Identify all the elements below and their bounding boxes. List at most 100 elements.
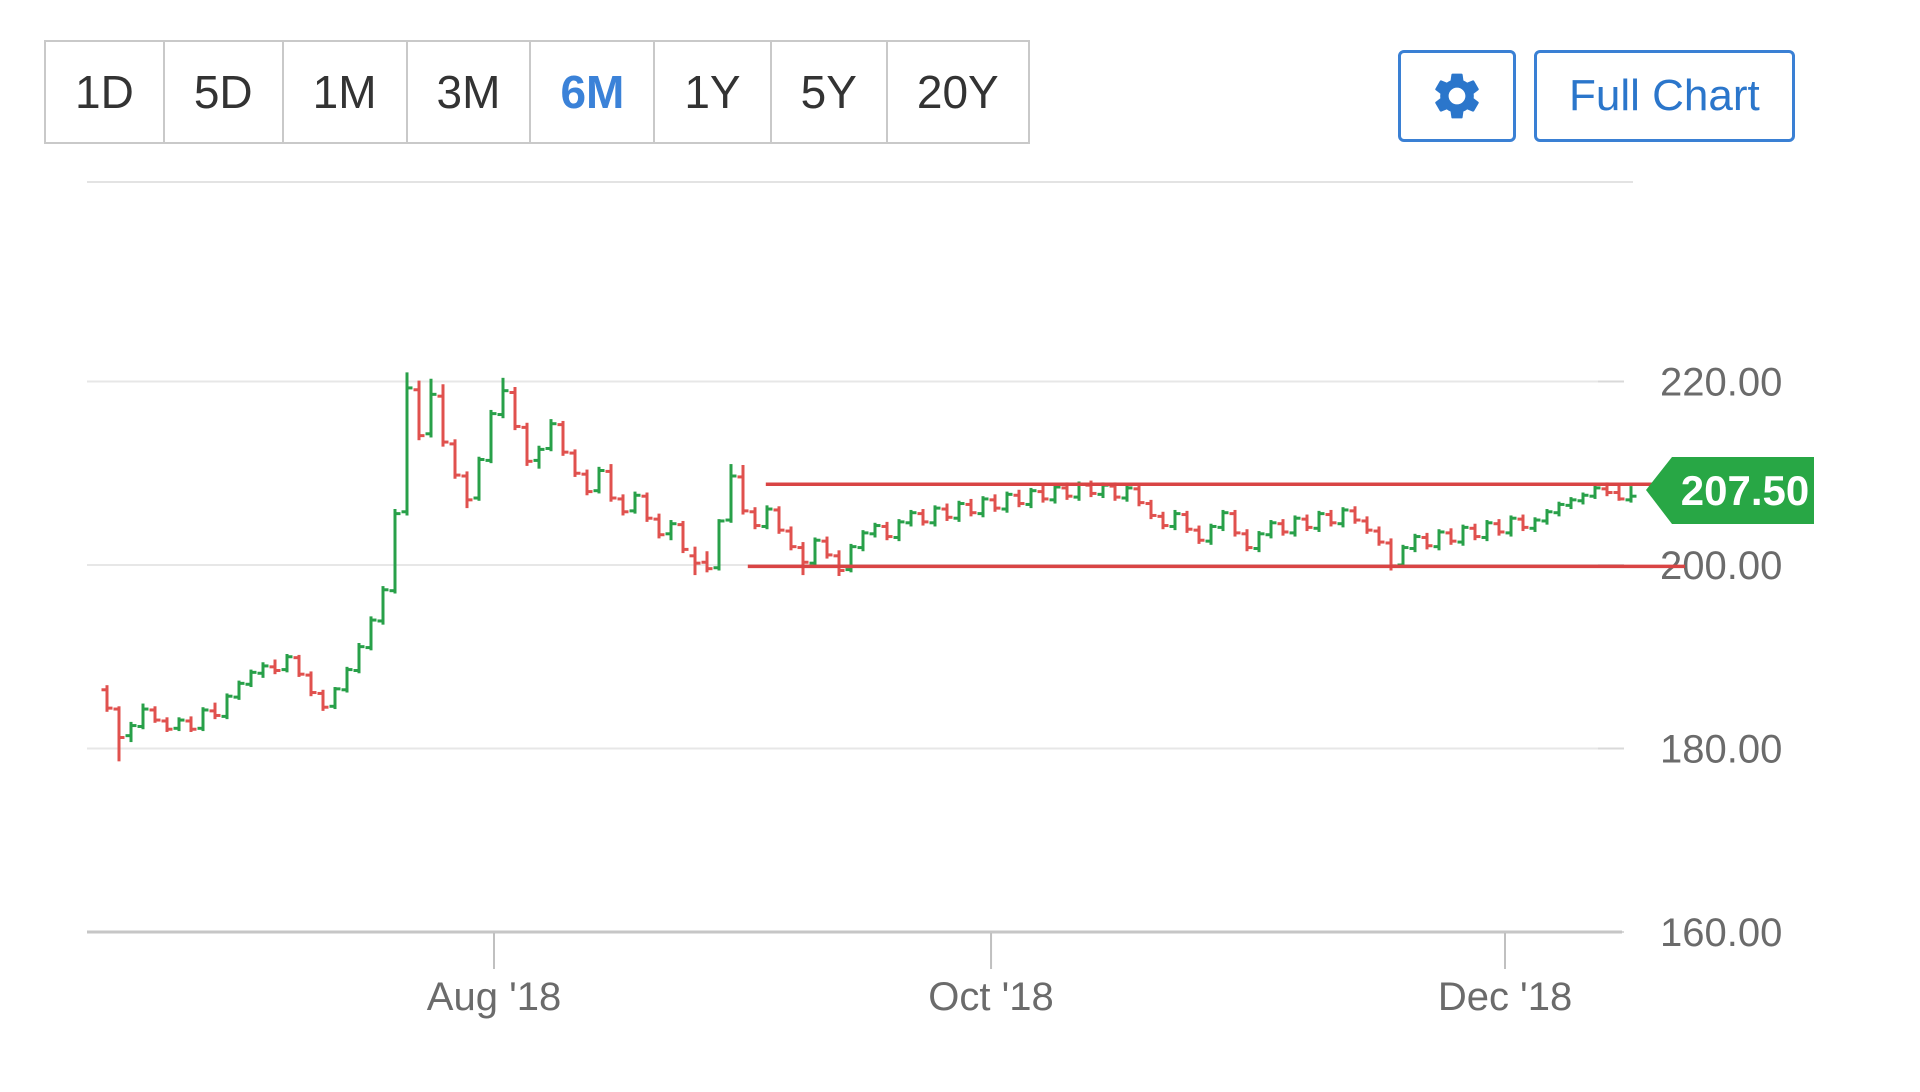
ohlc-bar [389,509,401,594]
ohlc-bar [1565,497,1577,510]
ohlc-bar [173,717,185,732]
ohlc-bar [1193,525,1205,544]
range-button-1d[interactable]: 1D [44,40,165,144]
ohlc-bar [677,520,689,554]
ohlc-bar [989,494,1001,512]
ohlc-bar [317,689,329,711]
range-button-5y[interactable]: 5Y [769,40,888,144]
ohlc-bar [1241,529,1253,552]
ohlc-bar [209,702,221,720]
ohlc-bar [1169,509,1181,531]
ohlc-bar [1325,509,1337,527]
ohlc-bar [797,542,809,576]
ohlc-bar [713,519,725,571]
ohlc-bar [1445,528,1457,545]
ohlc-bar [737,464,749,515]
ohlc-bar [1001,491,1013,513]
ohlc-bar [365,616,377,651]
ohlc-bar [725,464,737,523]
ohlc-bar [113,706,125,762]
ohlc-bar [617,494,629,516]
ohlc-bar [1469,523,1481,541]
range-button-5d[interactable]: 5D [162,40,284,144]
ohlc-bar [1133,485,1145,507]
ohlc-bar [941,503,953,521]
ohlc-bar [1409,533,1421,553]
ohlc-series [101,372,1637,762]
ohlc-bar [269,659,281,675]
ohlc-bar [533,445,545,469]
ohlc-bar [497,377,509,419]
range-button-1m[interactable]: 1M [281,40,408,144]
y-axis-tick-label: 180.00 [1660,728,1782,772]
ohlc-bar [857,530,869,552]
ohlc-bar [1529,517,1541,532]
ohlc-bar [665,520,677,541]
ohlc-bar [1205,523,1217,545]
ohlc-bar [557,420,569,456]
ohlc-bar [1145,499,1157,520]
ohlc-bar [401,372,413,516]
ohlc-bar [1301,514,1313,532]
ohlc-bar [821,536,833,559]
ohlc-bar [341,666,353,693]
ohlc-bar [461,471,473,509]
ohlc-bar [1121,484,1133,502]
ohlc-bar [869,522,881,538]
toolbar-separator [87,181,1633,183]
full-chart-button[interactable]: Full Chart [1534,50,1795,142]
ohlc-bar [1433,529,1445,551]
ohlc-bar [1265,520,1277,539]
ohlc-bar [953,500,965,522]
ohlc-bar [245,669,257,688]
ohlc-bar [1361,516,1373,534]
ohlc-bar [761,505,773,530]
ohlc-bar [1181,510,1193,533]
ohlc-bar [545,419,557,452]
ohlc-bar [1037,485,1049,503]
ohlc-bar [149,706,161,723]
range-button-6m[interactable]: 6M [529,40,656,144]
ohlc-bar [185,716,197,732]
y-axis-tick-label: 160.00 [1660,911,1782,955]
ohlc-bar [233,680,245,700]
ohlc-bar [1229,509,1241,537]
ohlc-bar [833,550,845,577]
ohlc-bar [1589,485,1601,499]
y-axis-tick-label: 220.00 [1660,361,1782,405]
price-badge [1646,457,1814,524]
settings-button[interactable] [1398,50,1516,142]
ohlc-bar [1313,510,1325,532]
ohlc-bar [437,384,449,447]
ohlc-bar [569,449,581,477]
ohlc-bar [1505,515,1517,537]
ohlc-bar [449,439,461,479]
ohlc-bar [605,464,617,502]
ohlc-bar [1049,483,1061,504]
ohlc-bar [1349,506,1361,524]
ohlc-bar [1217,509,1229,532]
range-button-20y[interactable]: 20Y [885,40,1030,144]
ohlc-bar [773,506,785,534]
range-selector: 1D 5D 1M 3M 6M 1Y 5Y 20Y [44,40,1030,144]
ohlc-bar [1337,507,1349,528]
x-axis-tick-label: Dec '18 [1438,975,1572,1019]
ohlc-bar [629,491,641,514]
ohlc-bar [305,671,317,697]
x-axis-tick-label: Oct '18 [928,975,1053,1019]
ohlc-bar [281,653,293,673]
ohlc-bar [905,509,917,527]
ohlc-bar [1253,531,1265,553]
range-button-1y[interactable]: 1Y [653,40,772,144]
ohlc-bar [1553,501,1565,517]
ohlc-bar [893,519,905,542]
ohlc-bar [917,509,929,526]
ohlc-bar [101,685,113,712]
price-badge-label: 207.50 [1681,467,1809,514]
ohlc-bar [1541,509,1553,525]
range-button-3m[interactable]: 3M [405,40,532,144]
ohlc-bar [1481,520,1493,542]
ohlc-bar [809,537,821,566]
